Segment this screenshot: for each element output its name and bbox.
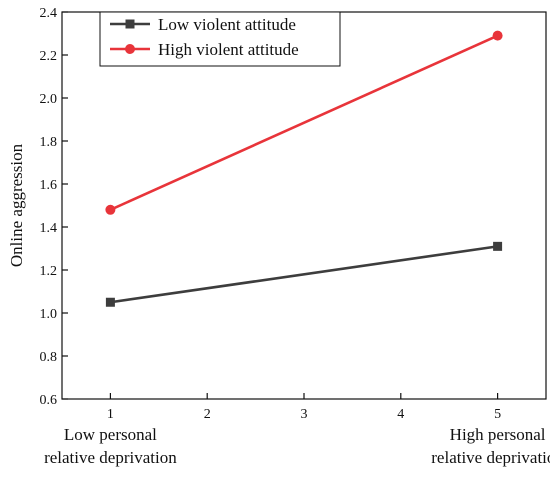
x-category-label-1-line-0: High personal xyxy=(450,425,546,444)
x-tick-label-3: 4 xyxy=(397,407,404,422)
x-category-label-0-line-0: Low personal xyxy=(64,425,157,444)
y-tick-label-3: 1.2 xyxy=(40,264,58,279)
y-axis-title: Online aggression xyxy=(7,143,26,267)
axes: 0.6 0.8 1.0 1.2 1.4 1.6 1.8 2.0 2.2 2.4 1 2 3 4 5 xyxy=(40,6,547,422)
y-tick-label-7: 2.0 xyxy=(40,92,58,107)
x-tick-label-1: 2 xyxy=(204,407,211,422)
series-line-1 xyxy=(109,34,499,211)
series-1-point-1 xyxy=(492,30,503,41)
legend-box xyxy=(99,11,341,67)
x-category-labels: Low personal relative deprivation High per… xyxy=(44,425,550,467)
y-tick-label-1: 0.8 xyxy=(40,350,58,365)
x-tick-label-2: 3 xyxy=(301,407,308,422)
y-tick-label-2: 1.0 xyxy=(40,307,58,322)
legend-label-0: Low violent attitude xyxy=(158,15,296,34)
x-category-label-0-line-1: relative deprivation xyxy=(44,448,177,467)
y-tick-label-9: 2.4 xyxy=(40,6,58,21)
legend-marker-1 xyxy=(125,44,135,54)
series-line-0 xyxy=(110,245,498,304)
y-tick-label-6: 1.8 xyxy=(40,135,58,150)
y-tick-label-0: 0.6 xyxy=(40,393,58,408)
x-tick-label-4: 5 xyxy=(494,407,501,422)
series-layer xyxy=(105,30,503,307)
x-category-label-1-line-1: relative deprivation xyxy=(431,448,550,467)
legend-label-1: High violent attitude xyxy=(158,40,299,59)
y-tick-label-4: 1.4 xyxy=(40,221,58,236)
legend: Low violent attitude High violent attitud… xyxy=(99,11,341,67)
series-1-point-0 xyxy=(105,204,116,215)
series-0-point-1 xyxy=(493,241,503,251)
x-tick-label-0: 1 xyxy=(107,407,114,422)
y-tick-label-8: 2.2 xyxy=(40,49,58,64)
series-0-point-0 xyxy=(105,297,115,307)
legend-marker-0 xyxy=(125,19,135,29)
plot-frame xyxy=(61,11,547,400)
y-tick-label-5: 1.6 xyxy=(40,178,58,193)
